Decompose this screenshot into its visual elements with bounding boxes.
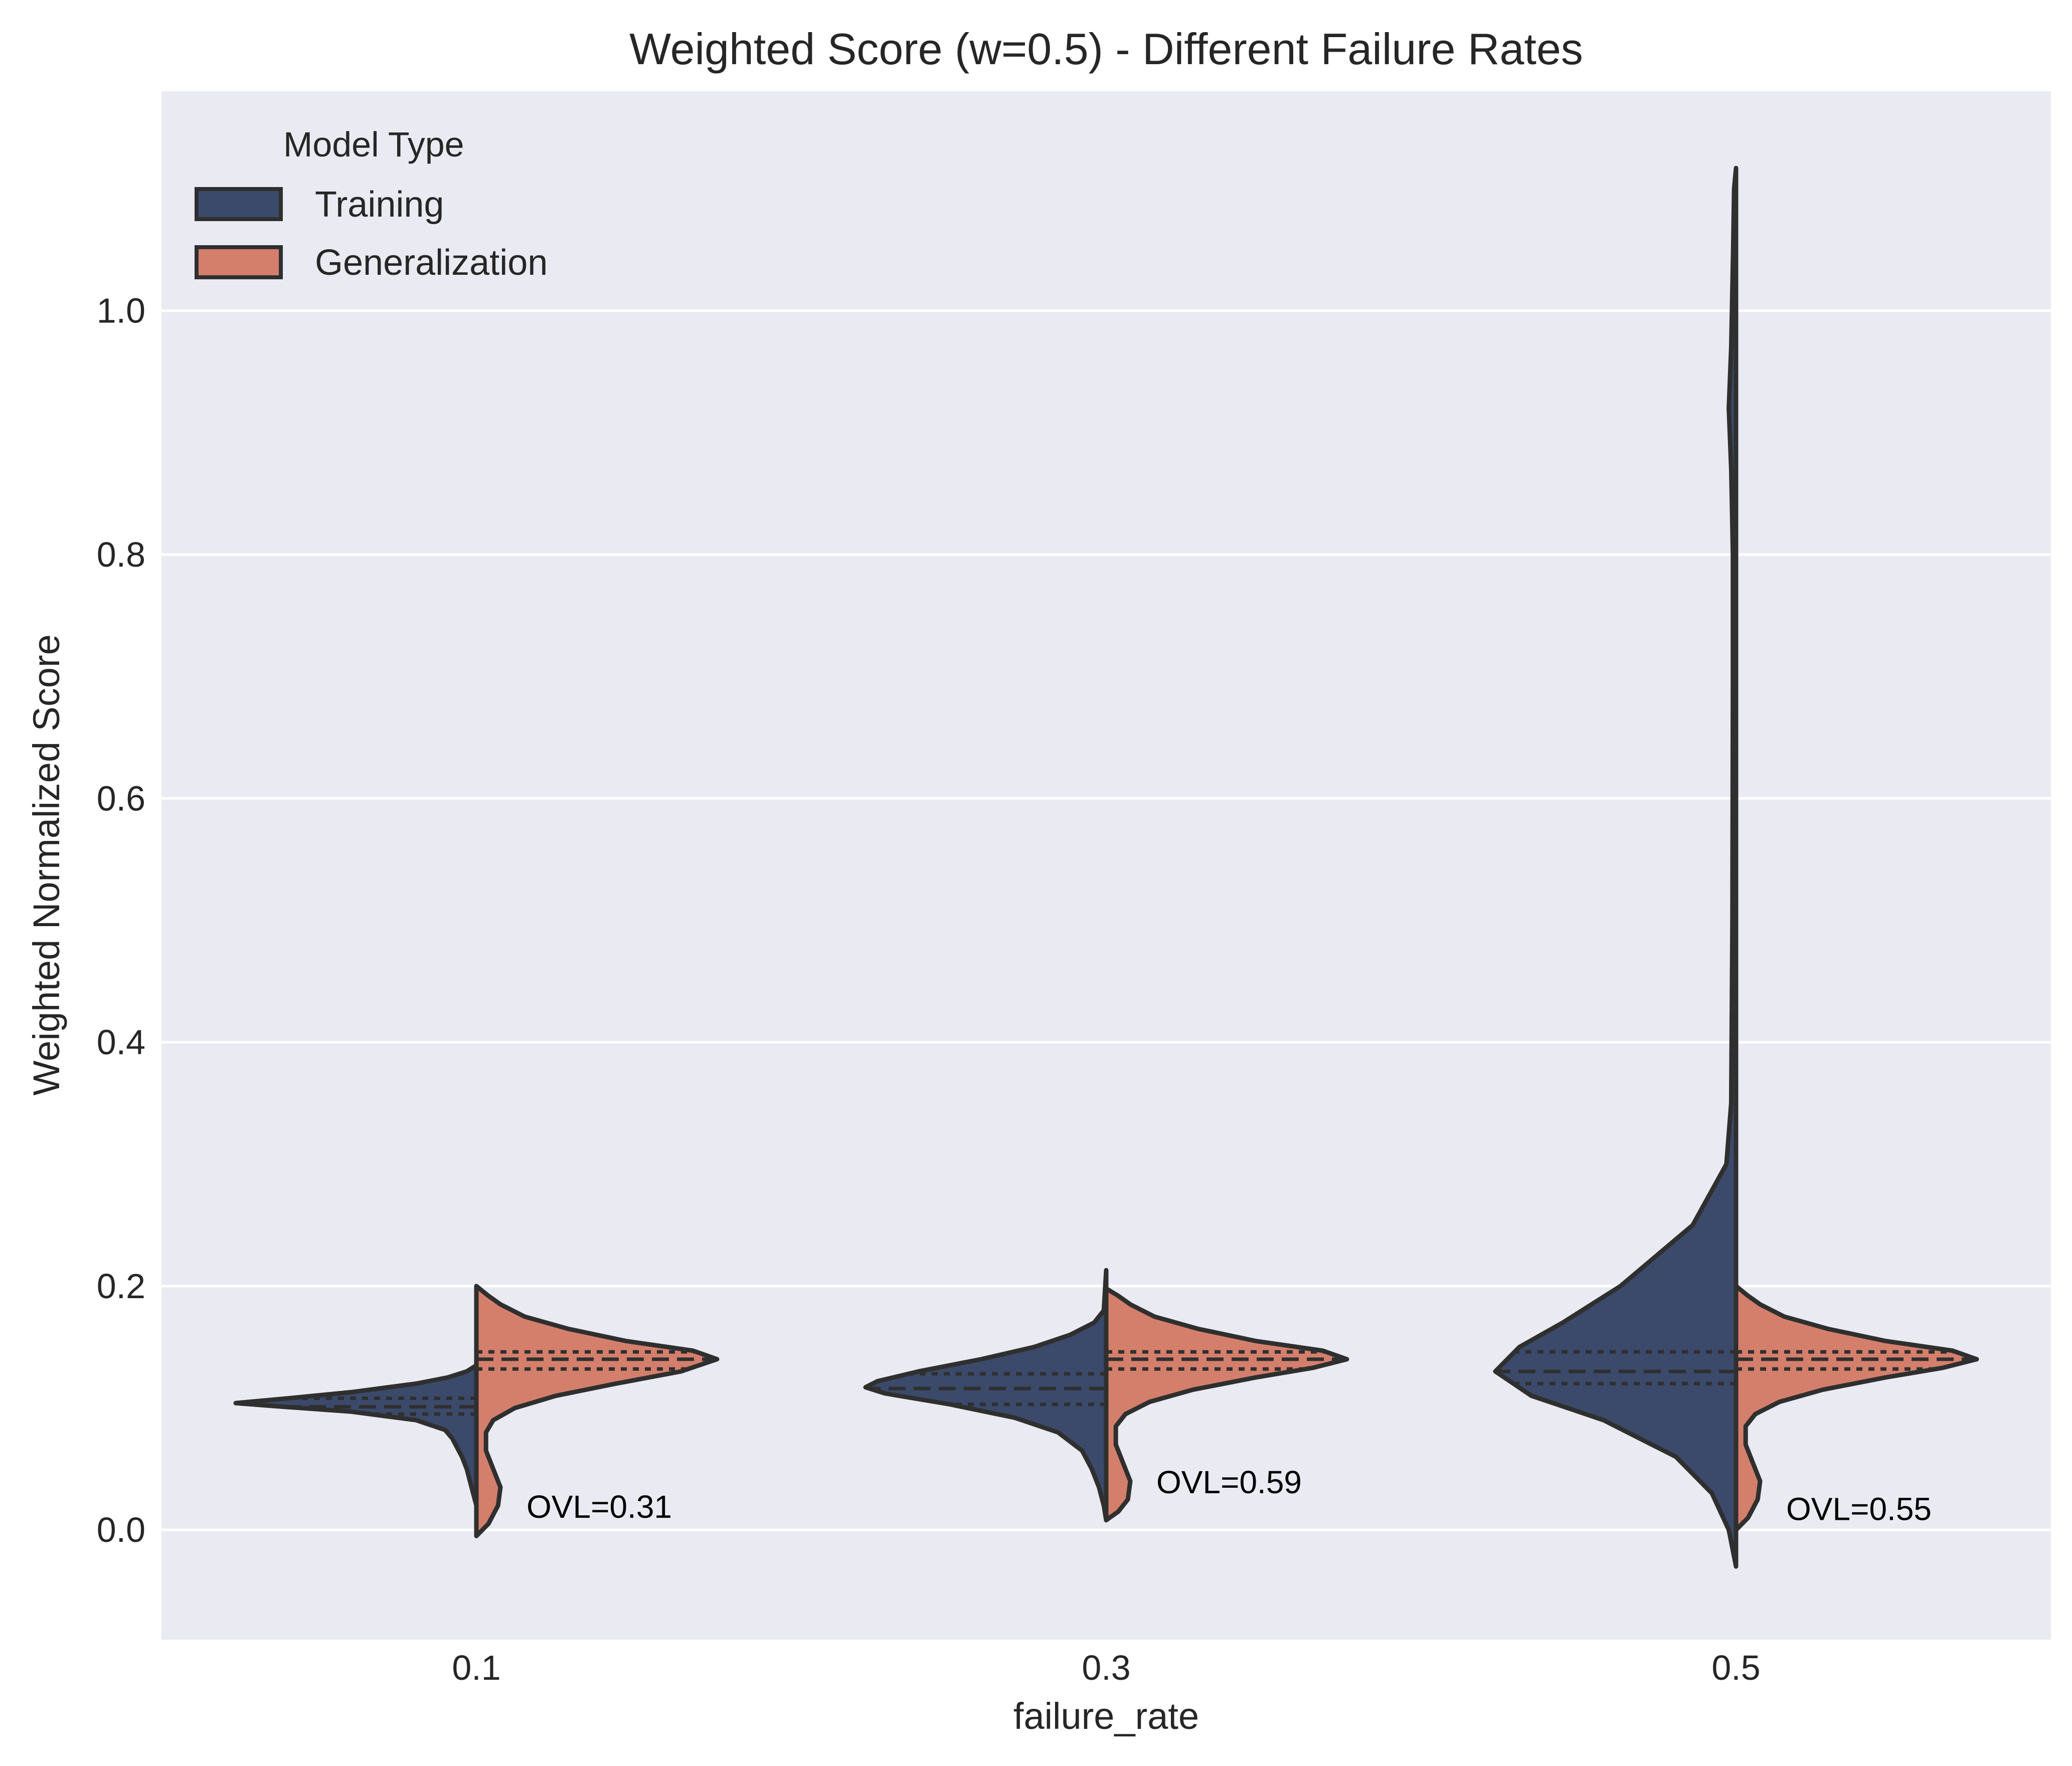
legend: Model Type Training Generalization — [195, 125, 548, 283]
violins — [233, 165, 1979, 1569]
y-tick-label: 1.0 — [97, 291, 145, 330]
violin-generalization-0.3 — [1104, 1286, 1349, 1523]
legend-label-training: Training — [315, 185, 444, 225]
x-tick-label: 0.5 — [1711, 1648, 1760, 1687]
x-tick-label: 0.1 — [452, 1648, 500, 1687]
y-tick-label: 0.2 — [97, 1267, 145, 1306]
x-tick-label: 0.3 — [1082, 1648, 1130, 1687]
ovl-label: OVL=0.59 — [1156, 1464, 1302, 1500]
y-tick-label: 0.4 — [97, 1023, 145, 1062]
y-tick-label: 0.0 — [97, 1510, 145, 1549]
y-axis-ticks: 0.0 0.2 0.4 0.6 0.8 1.0 — [97, 291, 145, 1549]
ovl-label: OVL=0.55 — [1786, 1491, 1932, 1527]
y-tick-label: 0.6 — [97, 779, 145, 818]
legend-title: Model Type — [283, 125, 464, 164]
violin-generalization-0.1 — [474, 1284, 720, 1538]
legend-swatch-generalization — [195, 245, 283, 279]
legend-swatch-training — [195, 187, 283, 221]
ovl-annotations: OVL=0.31 OVL=0.59 OVL=0.55 — [527, 1464, 1932, 1527]
violin-training-0.5 — [1493, 165, 1739, 1569]
ovl-label: OVL=0.31 — [527, 1489, 672, 1525]
violin-generalization-0.5 — [1734, 1284, 1979, 1532]
x-axis-ticks: 0.1 0.3 0.5 — [452, 1648, 1760, 1687]
violin-training-0.3 — [863, 1268, 1109, 1523]
chart-title: Weighted Score (w=0.5) - Different Failu… — [629, 24, 1583, 74]
x-axis-label: failure_rate — [1013, 1695, 1199, 1737]
y-axis-label: Weighted Normalized Score — [26, 634, 67, 1096]
legend-label-generalization: Generalization — [315, 243, 548, 283]
y-tick-label: 0.8 — [97, 535, 145, 574]
